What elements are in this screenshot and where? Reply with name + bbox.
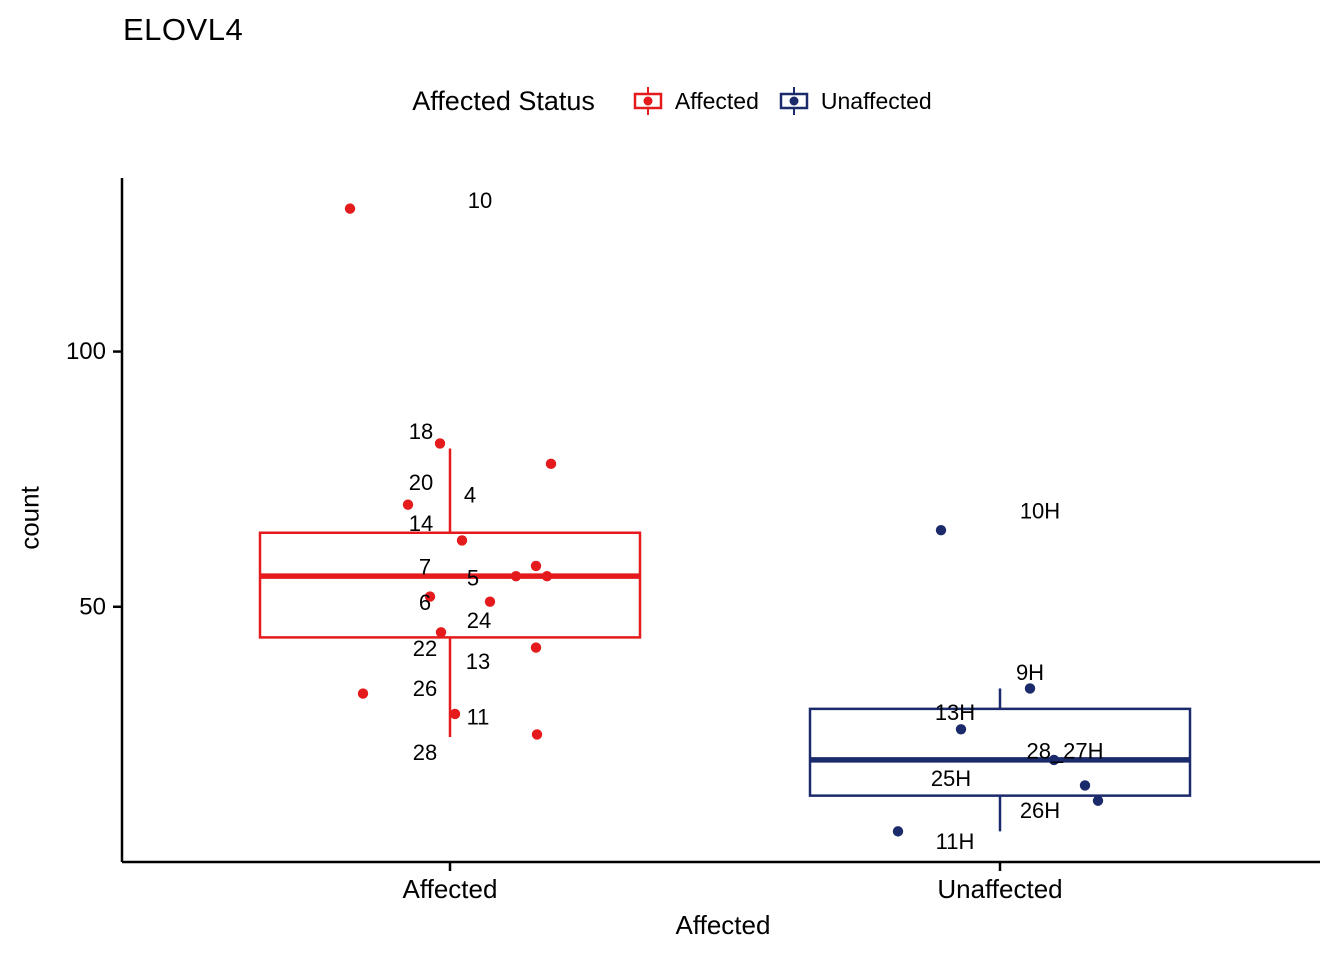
legend-entry-unaffected: Unaffected	[777, 84, 932, 118]
y-tick-label: 50	[79, 593, 106, 620]
point-label: 10H	[1020, 499, 1060, 524]
data-point	[1092, 795, 1104, 806]
data-point	[435, 627, 447, 638]
point-label: 11	[467, 704, 490, 729]
point-label: 20	[409, 470, 433, 495]
box-affected	[258, 531, 642, 639]
x-axis-title: Affected	[675, 910, 771, 940]
data-point	[510, 570, 522, 582]
point-label: 24	[467, 608, 491, 633]
point-label: 6	[419, 590, 431, 615]
x-tick-label: Unaffected	[937, 874, 1062, 904]
data-point	[484, 596, 496, 607]
boxplot-key-unaffected-icon	[779, 87, 809, 115]
point-label: 26H	[1020, 798, 1060, 823]
data-point	[530, 560, 542, 572]
y-axis-title: count	[14, 486, 45, 550]
legend-entry-affected: Affected	[631, 84, 759, 118]
point-label: 9H	[1016, 660, 1044, 685]
data-point	[357, 688, 369, 699]
data-point	[449, 708, 461, 720]
legend-title: Affected Status	[412, 85, 595, 116]
data-point	[456, 535, 468, 546]
data-point	[935, 525, 947, 536]
data-point	[1079, 780, 1091, 791]
point-label: 28_27H	[1026, 738, 1103, 763]
data-point	[531, 729, 543, 740]
point-label: 11H	[936, 829, 975, 854]
legend-entry-label: Unaffected	[820, 87, 932, 114]
legend-entry-label: Affected	[674, 87, 759, 114]
point-label: 18	[409, 419, 433, 444]
point-label: 5	[467, 566, 479, 591]
boxplot-key-affected-icon	[633, 87, 663, 115]
point-label: 26	[413, 676, 437, 701]
data-point	[545, 458, 557, 470]
point-label: 13H	[935, 700, 975, 725]
data-point	[530, 642, 542, 653]
point-label: 28	[413, 740, 437, 765]
data-point	[541, 570, 553, 582]
point-label: 7	[419, 554, 431, 579]
point-label: 13	[466, 649, 490, 674]
data-point	[892, 826, 904, 837]
chart-title: ELOVL4	[123, 12, 244, 47]
y-tick-label: 100	[66, 338, 106, 365]
data-point	[1048, 754, 1060, 766]
point-label: 22	[413, 636, 437, 661]
box-unaffected	[808, 707, 1192, 797]
data-point	[434, 438, 446, 449]
x-tick-label: Affected	[403, 874, 498, 904]
data-point	[402, 499, 414, 510]
data-point	[424, 591, 436, 602]
data-point	[344, 203, 356, 214]
point-label: 14	[409, 511, 433, 536]
data-point	[1024, 683, 1036, 694]
point-label: 25H	[931, 766, 971, 791]
point-label: 4	[464, 482, 476, 507]
legend: Affected Status Affected Unaffected	[0, 84, 1344, 118]
point-label: 10	[468, 188, 492, 213]
data-point	[955, 724, 967, 735]
